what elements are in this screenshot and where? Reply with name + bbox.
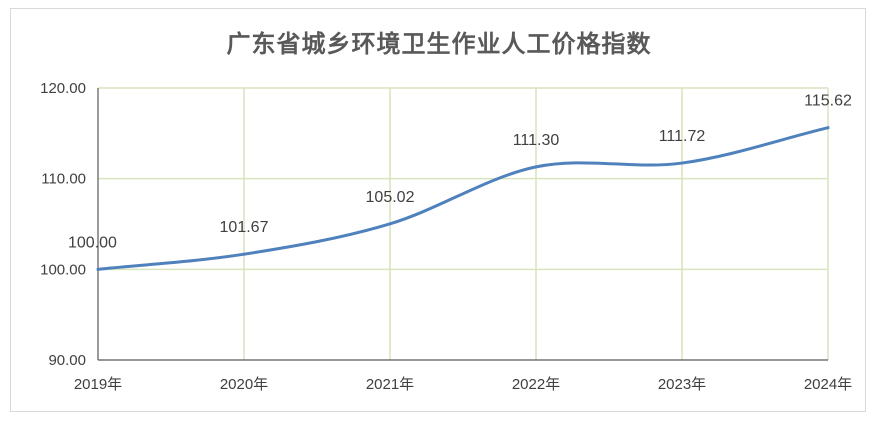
data-label: 100.00	[68, 234, 117, 251]
y-tick-labels: 90.00 100.00 110.00 120.00	[40, 80, 86, 369]
data-label: 101.67	[220, 219, 269, 236]
data-point	[826, 126, 830, 130]
x-tick-label: 2020年	[220, 376, 268, 393]
x-tick-label: 2022年	[512, 376, 560, 393]
series-line	[96, 126, 830, 271]
data-point	[242, 252, 246, 256]
x-tick-labels: 2019年 2020年 2021年 2022年 2023年 2024年	[74, 376, 852, 393]
axes	[97, 88, 828, 361]
x-tick-label: 2024年	[804, 376, 852, 393]
data-point	[534, 165, 538, 169]
chart-title: 广东省城乡环境卫生作业人工价格指数	[226, 30, 652, 58]
y-tick-label: 90.00	[48, 352, 86, 369]
data-label: 111.30	[513, 132, 560, 149]
data-label: 105.02	[366, 189, 415, 206]
y-tick-label: 120.00	[40, 80, 86, 97]
gridlines	[98, 87, 829, 360]
y-tick-label: 100.00	[40, 261, 86, 278]
data-point	[96, 267, 100, 271]
data-label: 111.72	[659, 128, 706, 145]
x-tick-label: 2021年	[366, 376, 414, 393]
y-tick-label: 110.00	[41, 171, 86, 188]
data-point	[680, 161, 684, 165]
data-label: 115.62	[804, 93, 852, 110]
x-tick-label: 2023年	[658, 376, 706, 393]
x-tick-label: 2019年	[74, 376, 122, 393]
data-labels: 100.00 101.67 105.02 111.30 111.72 115.62	[68, 93, 852, 252]
data-point	[388, 222, 392, 226]
chart-frame	[10, 8, 866, 412]
series-group	[96, 126, 830, 271]
